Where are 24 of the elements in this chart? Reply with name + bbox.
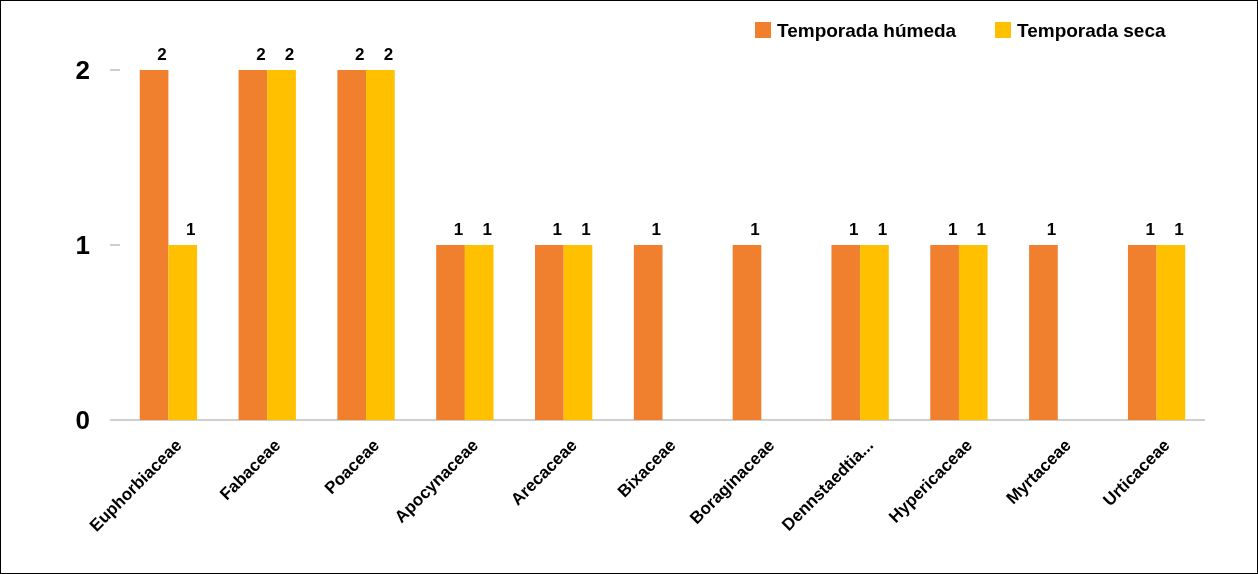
data-label: 1 [552, 220, 563, 239]
data-label: 1 [750, 220, 760, 239]
data-label: 1 [1145, 220, 1155, 239]
data-label: 1 [877, 220, 888, 239]
data-label: 1 [453, 220, 464, 239]
data-label: 2 [157, 45, 167, 64]
data-label: 1 [947, 220, 958, 239]
data-label: 1 [581, 220, 591, 239]
data-label: 1 [482, 220, 492, 239]
y-tick-label: 2 [75, 55, 90, 86]
data-label: 1 [1174, 220, 1184, 239]
data-label: 1 [976, 220, 987, 239]
y-tick-label: 0 [75, 405, 90, 436]
data-label: 1 [849, 220, 859, 239]
data-label: 1 [651, 220, 661, 239]
legend-label: Temporada húmeda [777, 19, 957, 41]
legend-label: Temporada seca [1017, 19, 1166, 41]
data-label: 2 [284, 45, 295, 64]
data-label: 2 [256, 45, 266, 64]
y-tick-label: 1 [75, 230, 90, 261]
data-label: 2 [383, 45, 394, 64]
data-label: 1 [186, 220, 196, 239]
data-label: 1 [1046, 220, 1057, 239]
data-label: 2 [354, 45, 365, 64]
